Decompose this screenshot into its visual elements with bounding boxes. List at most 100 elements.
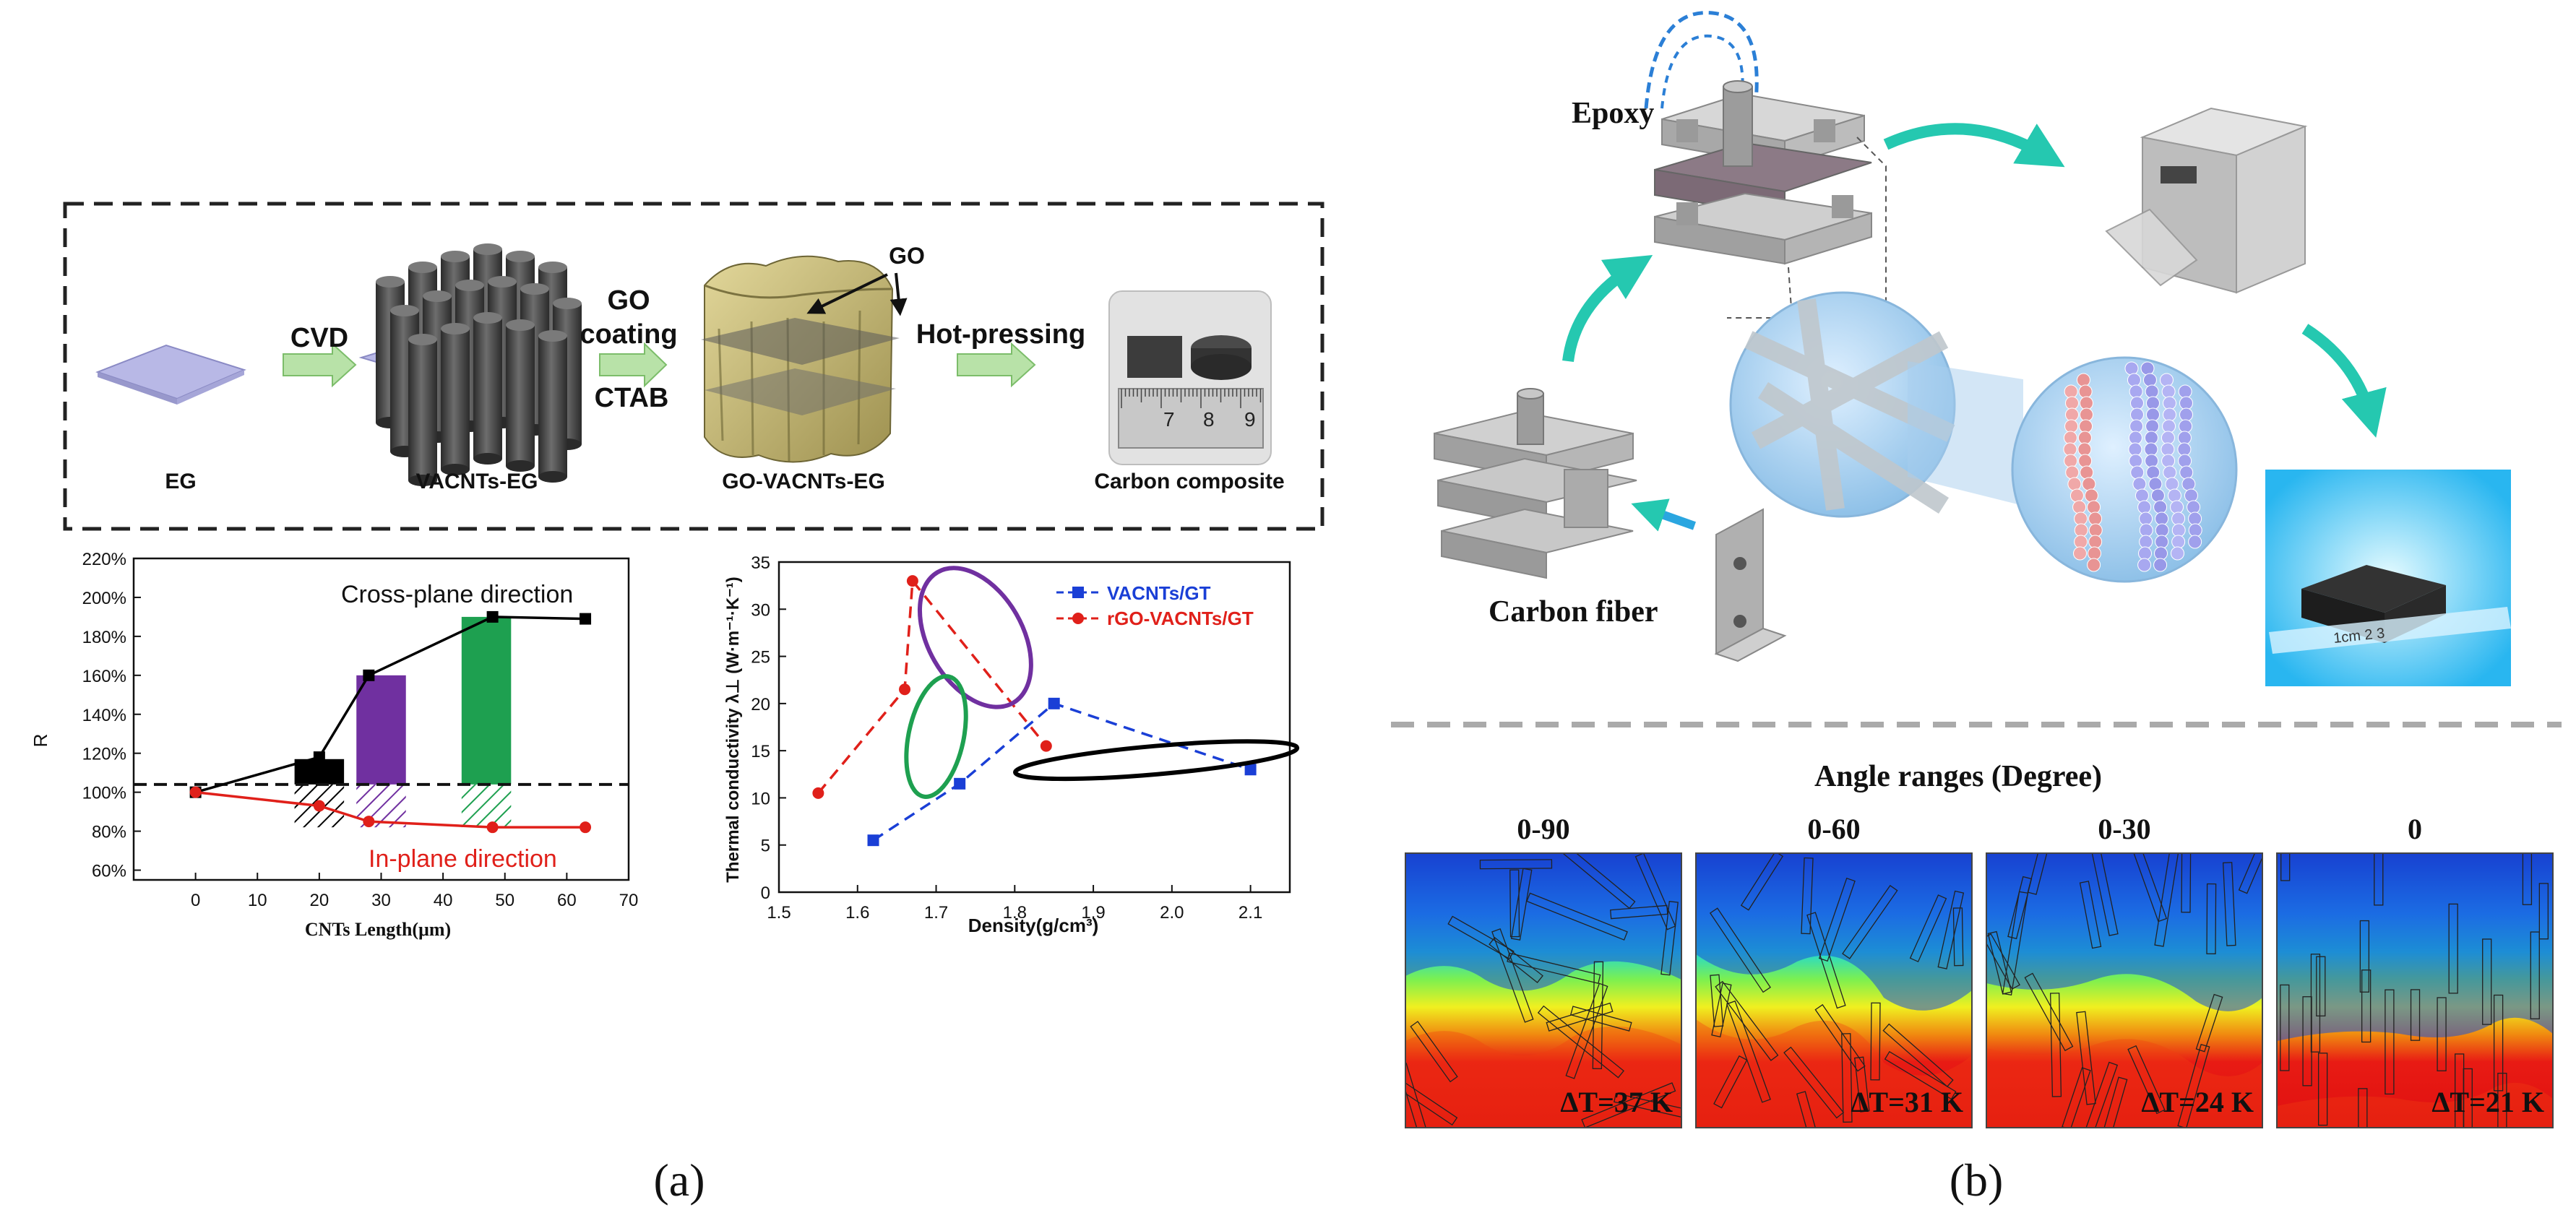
simulation-fiber [1479,859,1553,870]
simulation-fiber [2181,853,2192,913]
fiber-bead [2162,396,2176,410]
simulation-fiber [1510,868,1533,941]
process-arrow-1 [1883,123,2065,168]
fiber-bead [2179,419,2193,433]
simulation-fiber [2280,984,2290,1071]
simulation-frame [1405,852,1682,1128]
simulation-fiber [2002,891,2029,996]
fiber-bead [2074,511,2088,526]
cnt-pillar-base [408,475,437,486]
chart2-ytick-label: 35 [751,553,770,573]
simulation-angle-label: 0-60 [1807,813,1860,845]
chart2-legend-vacnts: VACNTs/GT [1107,582,1211,604]
process-frame [63,202,1324,531]
simulation-delta-label: ΔT=31 K [1851,1086,1963,1118]
fiber-bead [2129,384,2143,399]
fiber-bead [2179,407,2194,422]
fiber-bead [2144,431,2158,445]
simulation-field [1696,853,1972,1128]
simulation-fiber [2374,853,2384,906]
chart1-ytick-label: 140% [82,706,126,725]
ruler-number-7: 7 [1163,408,1175,431]
simulation-hot-front [1405,1026,1681,1128]
chart1-point [486,610,499,623]
simulation-fiber [1447,915,1515,960]
simulation-fiber [1783,1046,1845,1119]
chart1-bar [356,675,406,785]
fiber-bead [2161,431,2175,445]
simulation-frame [1986,852,2263,1128]
eg-plate-illustration [95,344,246,405]
fiber-bead [2129,419,2144,433]
simulation-fiber [2482,938,2492,1025]
simulation-delta-label: ΔT=24 K [2141,1086,2254,1118]
oven-illustration [2105,107,2308,294]
fiber-bead [2128,431,2142,445]
chart2-ytick-label: 10 [751,789,770,808]
simulation-fiber [1711,982,1732,1038]
chart2-ytick-label: 0 [761,884,770,903]
chart1-xtick-label: 30 [371,891,391,910]
fiber-bead [2077,431,2092,445]
simulation-fiber [1937,890,1965,969]
simulation-fiber [1710,974,1724,1027]
chart2-point [899,683,911,696]
simulation-fiber [1507,952,1601,984]
fiber-bead [2171,523,2186,537]
carbon-fiber-label: Carbon fiber [1489,595,1658,629]
simulation-fiber [1952,907,1964,967]
simulation-map-3: 0 ΔT=21 K [2276,813,2554,1128]
chart2-xtick-label: 1.5 [767,903,791,923]
fiber-bead [2064,396,2079,410]
chart2-xlabel: Density(g/cm³) [968,915,1099,936]
cnt-pillar [441,329,470,470]
fiber-bead [2145,419,2160,433]
simulation-fiber [1557,853,1636,910]
fiber-bead [2065,407,2080,422]
chart2-point [1244,764,1257,776]
simulation-fiber [2530,931,2540,1019]
chart1-xtick-label: 20 [310,891,329,910]
chart2-xtick-label: 1.7 [924,903,948,923]
simulation-cold-front [1696,853,1972,1011]
fiber-bead [2128,442,2142,457]
go-callout-arrow-1 [806,273,888,314]
arrow-label-hot-pressing: Hot-pressing [916,319,1085,350]
simulation-fiber [1842,884,1898,959]
chart1-ytick-label: 180% [82,628,126,647]
arrow-label-coating: coating [580,319,677,350]
chart2-xtick-label: 1.8 [1003,903,1027,923]
chart1-ytick-label: 160% [82,667,126,686]
fiber-bead [2153,500,2168,514]
fiber-bead [2146,465,2161,480]
simulation-field [2277,853,2553,1128]
sample-photo [2265,470,2511,686]
zoom-cone [1908,361,2023,506]
ruler-number-8: 8 [1203,408,1215,431]
fiber-bead [2188,523,2202,537]
cnt-pillar-top [441,323,470,334]
simulation-fiber [1634,853,1676,930]
fiber-bead [2163,407,2177,422]
fiber-zoom-bubble-large [1729,291,1956,518]
simulation-map-0: 0-90 ΔT=37 K [1405,813,1682,1128]
simulation-fiber [1884,1050,1957,1100]
cnt-pillar-top [520,283,549,295]
chart1-point [363,816,375,828]
simulation-fiber [2024,972,2074,1052]
chart1-point [580,613,592,625]
fiber-bead [2074,523,2088,537]
cnt-pillar-top [408,262,437,273]
cnt-pillar [408,340,437,480]
chart2-point [1048,697,1060,709]
fiber-bead [2130,407,2145,422]
fiber-bead [2087,558,2101,572]
simulation-fiber [1709,907,1771,993]
chart2-highlight-ellipse [917,566,1033,709]
simulation-fiber [1610,904,1668,920]
chart1-point [363,669,375,681]
fiber-bead [2177,431,2192,445]
fiber-bead [2088,546,2102,561]
cnt-pillar-top [408,334,437,345]
chart1-bar [294,759,345,785]
